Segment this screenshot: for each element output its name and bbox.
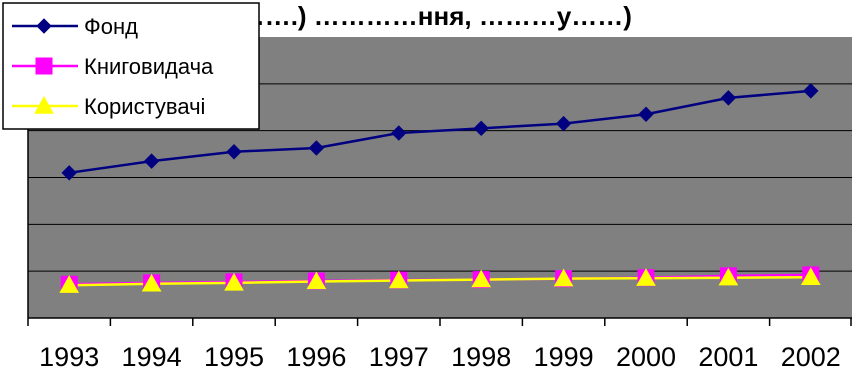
- data-point: [388, 270, 409, 289]
- x-tick-label: 2000: [616, 342, 676, 372]
- x-axis-ticks: [27, 318, 852, 326]
- data-point: [143, 153, 160, 169]
- data-point: [553, 268, 574, 287]
- data-point: [803, 83, 819, 99]
- chart-title: (…….) …………ння, ………у……): [230, 1, 632, 31]
- x-tick-label: 1996: [286, 342, 346, 372]
- data-point: [35, 57, 53, 75]
- data-point: [141, 273, 162, 292]
- data-point: [718, 267, 739, 286]
- x-tick-label: 1995: [204, 342, 264, 372]
- x-tick-label: 2001: [698, 342, 758, 372]
- legend-label: Користувачі: [84, 94, 205, 119]
- data-point: [61, 165, 77, 181]
- data-point: [391, 125, 407, 141]
- data-point: [34, 95, 54, 114]
- legend-label: Книговидача: [84, 54, 214, 79]
- data-point: [224, 272, 244, 291]
- data-point: [306, 271, 327, 290]
- data-point: [471, 269, 492, 288]
- series-markers: [59, 83, 821, 293]
- data-point: [800, 267, 821, 285]
- data-point: [473, 120, 489, 137]
- data-point: [308, 140, 325, 156]
- series-lines: [69, 89, 811, 287]
- data-point: [36, 18, 52, 34]
- data-point: [555, 115, 572, 132]
- x-tick-label: 1998: [451, 342, 511, 372]
- data-point: [720, 90, 737, 106]
- series-line: [69, 89, 811, 175]
- data-point: [59, 275, 80, 293]
- series-line: [69, 276, 811, 287]
- data-point: [226, 144, 242, 160]
- x-tick-label: 1993: [39, 342, 99, 372]
- x-tick-label: 1994: [122, 342, 182, 372]
- legend-label: Фонд: [84, 14, 138, 39]
- x-tick-label: 1997: [369, 342, 429, 372]
- data-point: [638, 106, 654, 122]
- x-axis-tick-labels: 1993 1994 1995 1996 1997 1998 1999 2000 2001 2002: [39, 342, 841, 372]
- legend: Фонд Книговидача Користувачі: [2, 2, 260, 130]
- data-point: [636, 268, 656, 286]
- x-tick-label: 1999: [534, 342, 594, 372]
- x-tick-label: 2002: [781, 342, 841, 372]
